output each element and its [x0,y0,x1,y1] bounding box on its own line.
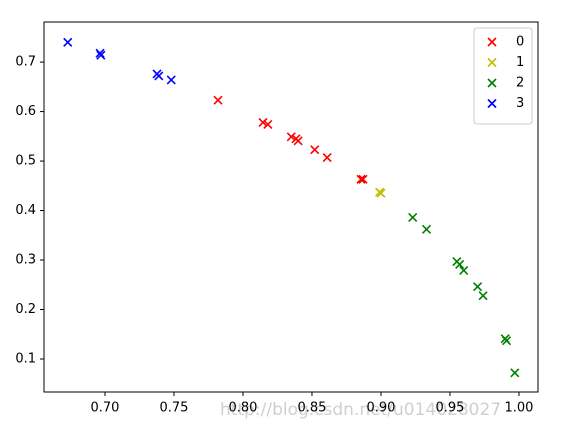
x-tick-label: 1.00 [504,401,533,416]
legend-label: 2 [516,76,524,91]
point [263,119,273,129]
point [322,153,332,163]
point [258,117,268,128]
y-tick-label: 0.5 [15,154,36,169]
y-tick-label: 0.6 [15,104,36,119]
point [478,291,488,301]
point [293,136,303,146]
point [356,174,366,184]
x-tick-label: 0.90 [366,401,395,416]
point [63,37,73,47]
legend-marker [487,37,497,47]
legend-label: 3 [516,96,524,111]
point [358,174,368,184]
x-tick-label: 0.95 [435,401,464,416]
y-tick-label: 0.2 [15,302,36,317]
plot-frame [43,21,539,393]
y-tick-label: 0.3 [15,253,36,268]
point [95,48,105,58]
point [455,259,465,270]
point [376,188,386,198]
y-tick-label: 0.4 [15,203,36,218]
y-tick-label: 0.1 [15,351,36,366]
legend-label: 1 [516,55,524,70]
legend-label: 0 [516,35,524,50]
point [510,368,520,378]
point [310,145,320,155]
y-tick-label: 0.7 [15,55,36,70]
point [213,95,223,105]
point [166,75,176,85]
legend-marker [487,98,497,109]
point [459,265,469,275]
legend-marker [487,78,497,88]
point [286,132,296,142]
watermark: http://blog.csdn.net/u014028027 [220,400,501,420]
legend-marker [487,57,497,68]
point [96,50,106,60]
point [421,224,432,234]
point [408,212,418,223]
x-tick-label: 0.85 [297,401,326,416]
x-tick-label: 0.70 [91,401,120,416]
point [501,336,512,346]
point [154,71,164,81]
x-tick-label: 0.80 [229,401,258,416]
x-tick-label: 0.75 [160,401,189,416]
point [472,282,483,292]
